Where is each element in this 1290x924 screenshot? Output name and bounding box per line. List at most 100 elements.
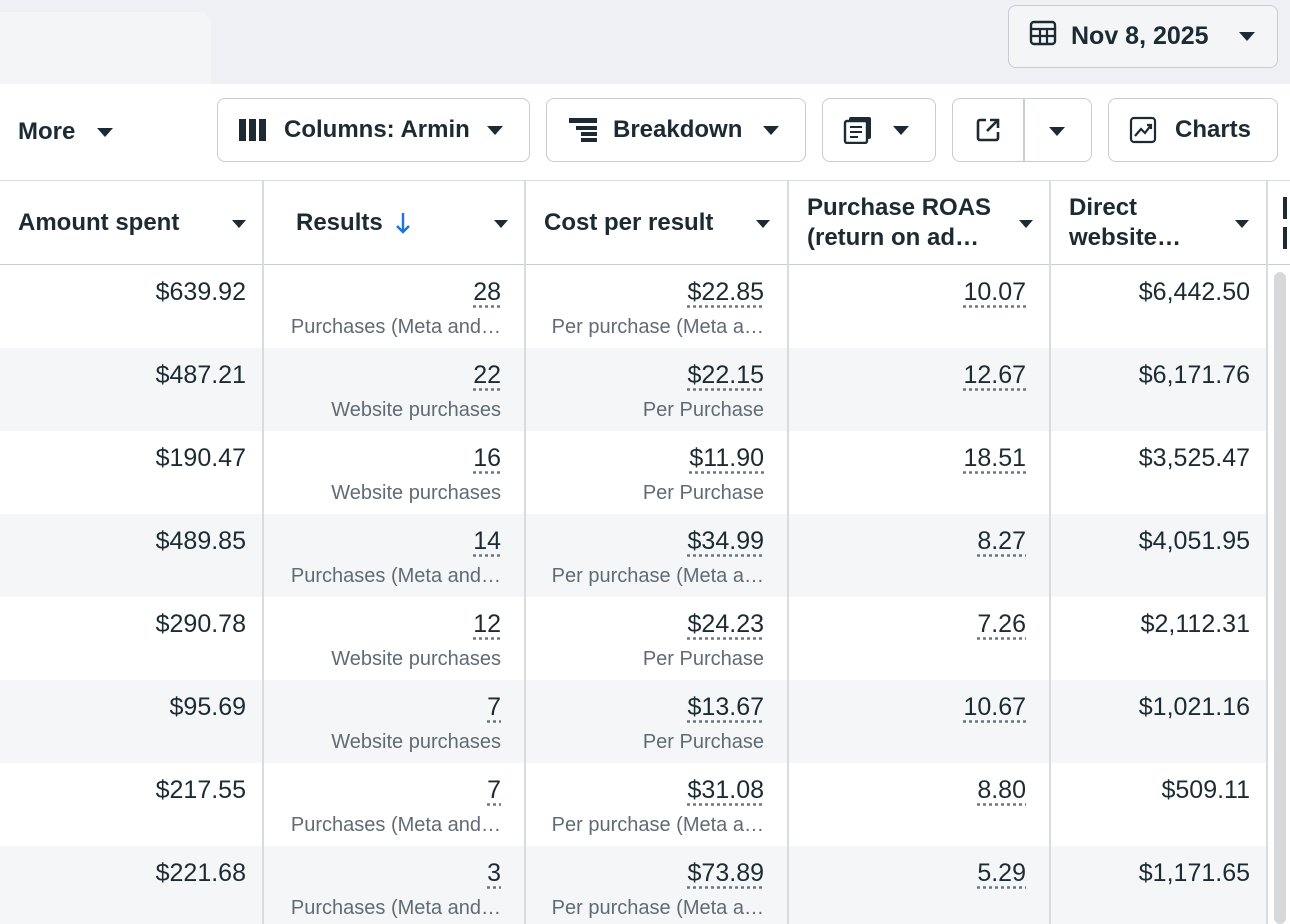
cell-cost-per-result: $34.99 Per purchase (Meta a… [525,514,764,597]
cell-cost-per-result-subtitle: Per purchase (Meta a… [551,814,764,836]
breakdown-icon [569,117,597,143]
top-tab-area [0,12,211,92]
cell-results-subtitle: Purchases (Meta and… [290,897,501,919]
cell-purchase-roas-value[interactable]: 8.27 [977,527,1026,555]
column-header-label: Direct [1069,194,1138,221]
cell-direct-website: $2,112.31 [1050,597,1250,680]
table-row[interactable]: $489.85 14 Purchases (Meta and… $34.99 Per p… [0,514,1266,597]
cell-direct-website: $509.11 [1050,763,1250,846]
column-header-label: Results [296,209,383,236]
cell-results-subtitle: Website purchases [331,648,501,670]
cell-purchase-roas: 10.07 [788,265,1026,348]
breakdown-label: Breakdown [613,116,743,143]
table-row[interactable]: $487.21 22 Website purchases $22.15 Per Purc… [0,348,1266,431]
chevron-down-icon[interactable] [232,220,246,228]
cell-purchase-roas-value[interactable]: 18.51 [963,444,1026,472]
cell-cost-per-result-subtitle: Per purchase (Meta a… [551,316,764,338]
reports-button[interactable] [822,98,936,162]
cell-results-subtitle: Purchases (Meta and… [290,814,501,836]
cell-results-subtitle: Purchases (Meta and… [290,565,501,587]
more-button[interactable]: More [18,118,114,146]
vertical-scrollbar[interactable] [1274,272,1286,924]
cell-direct-website-value: $6,442.50 [1138,278,1250,306]
column-header-results[interactable]: Results [296,181,521,265]
cell-purchase-roas: 7.26 [788,597,1026,680]
cell-results: 3 Purchases (Meta and… [263,846,501,924]
chevron-down-icon[interactable] [756,220,770,228]
cell-cost-per-result-value[interactable]: $73.89 [687,859,764,887]
breakdown-button[interactable]: Breakdown [546,98,806,162]
cell-results-value[interactable]: 7 [487,776,501,804]
cell-amount-spent: $221.68 [0,846,246,924]
cell-amount-spent: $489.85 [0,514,246,597]
table-row[interactable]: $639.92 28 Purchases (Meta and… $22.85 Per p… [0,265,1266,348]
cell-purchase-roas: 5.29 [788,846,1026,924]
column-header-cost-per-result[interactable]: Cost per result [544,181,784,265]
cell-purchase-roas-value[interactable]: 10.07 [963,278,1026,306]
table-row[interactable]: $95.69 7 Website purchases $13.67 Per Purcha… [0,680,1266,763]
column-header-amount-spent[interactable]: Amount spent [18,181,258,265]
cell-cost-per-result: $22.15 Per Purchase [525,348,764,431]
cell-results-value[interactable]: 3 [487,859,501,887]
cell-amount-spent-value: $290.78 [155,610,246,638]
export-icon[interactable] [975,117,1001,143]
cell-amount-spent: $487.21 [0,348,246,431]
cell-amount-spent-value: $639.92 [155,278,246,306]
column-header-purchase-roas[interactable]: Purchase ROAS (return on ad… [807,181,1047,265]
column-header-direct-website[interactable]: Direct website… [1069,181,1259,265]
cell-amount-spent-value: $190.47 [155,444,246,472]
cell-results-subtitle: Website purchases [331,482,501,504]
chart-line-icon [1129,116,1157,144]
cell-cost-per-result-value[interactable]: $13.67 [687,693,764,721]
charts-button[interactable]: Charts [1108,98,1278,162]
cell-results: 7 Website purchases [263,680,501,763]
cell-amount-spent-value: $95.69 [169,693,246,721]
chevron-down-icon[interactable] [494,220,508,228]
cell-purchase-roas-value[interactable]: 5.29 [977,859,1026,887]
cell-cost-per-result-subtitle: Per purchase (Meta a… [551,565,764,587]
table-row[interactable]: $217.55 7 Purchases (Meta and… $31.08 Per pu… [0,763,1266,846]
cell-cost-per-result-value[interactable]: $22.15 [687,361,764,389]
chevron-down-icon[interactable] [1235,220,1249,228]
sort-descending-icon [395,211,411,235]
cell-results-subtitle: Purchases (Meta and… [290,316,501,338]
cell-cost-per-result-value[interactable]: $24.23 [687,610,764,638]
cell-cost-per-result: $31.08 Per purchase (Meta a… [525,763,764,846]
cell-purchase-roas-value[interactable]: 10.67 [963,693,1026,721]
charts-label: Charts [1175,116,1252,143]
chevron-down-icon [1239,32,1255,41]
table-row[interactable]: $190.47 16 Website purchases $11.90 Per Purc… [0,431,1266,514]
table-row[interactable]: $290.78 12 Website purchases $24.23 Per Purc… [0,597,1266,680]
cell-results-value[interactable]: 28 [473,278,501,306]
calendar-table-icon [1029,19,1057,54]
cell-results: 7 Purchases (Meta and… [263,763,501,846]
cell-direct-website-value: $1,171.65 [1138,859,1250,887]
cell-results-value[interactable]: 7 [487,693,501,721]
cell-direct-website: $3,525.47 [1050,431,1250,514]
chevron-down-icon[interactable] [1019,220,1033,228]
columns-button[interactable]: Columns: Armin [217,98,530,162]
cell-results-value[interactable]: 22 [473,361,501,389]
cell-amount-spent-value: $487.21 [155,361,246,389]
cell-amount-spent-value: $217.55 [155,776,246,804]
cell-results: 28 Purchases (Meta and… [263,265,501,348]
chevron-down-icon[interactable] [1049,127,1065,136]
cell-results-value[interactable]: 14 [473,527,501,555]
columns-label: Columns: Armin [284,116,470,143]
columns-icon [238,118,268,142]
cell-purchase-roas-value[interactable]: 7.26 [977,610,1026,638]
cell-results-value[interactable]: 16 [473,444,501,472]
cell-cost-per-result-value[interactable]: $31.08 [687,776,764,804]
cell-cost-per-result-value[interactable]: $22.85 [687,278,764,306]
next-column-header-clipped [1283,197,1290,251]
cell-purchase-roas-value[interactable]: 8.80 [977,776,1026,804]
date-range-picker[interactable]: Nov 8, 2025 [1008,5,1278,68]
table-row[interactable]: $221.68 3 Purchases (Meta and… $73.89 Per pu… [0,846,1266,924]
cell-results: 16 Website purchases [263,431,501,514]
cell-results-value[interactable]: 12 [473,610,501,638]
column-header-label-continued: (return on ad… [807,224,979,251]
export-split-button [952,98,1092,162]
cell-cost-per-result-value[interactable]: $11.90 [689,444,764,472]
cell-purchase-roas-value[interactable]: 12.67 [963,361,1026,389]
cell-cost-per-result-value[interactable]: $34.99 [687,527,764,555]
